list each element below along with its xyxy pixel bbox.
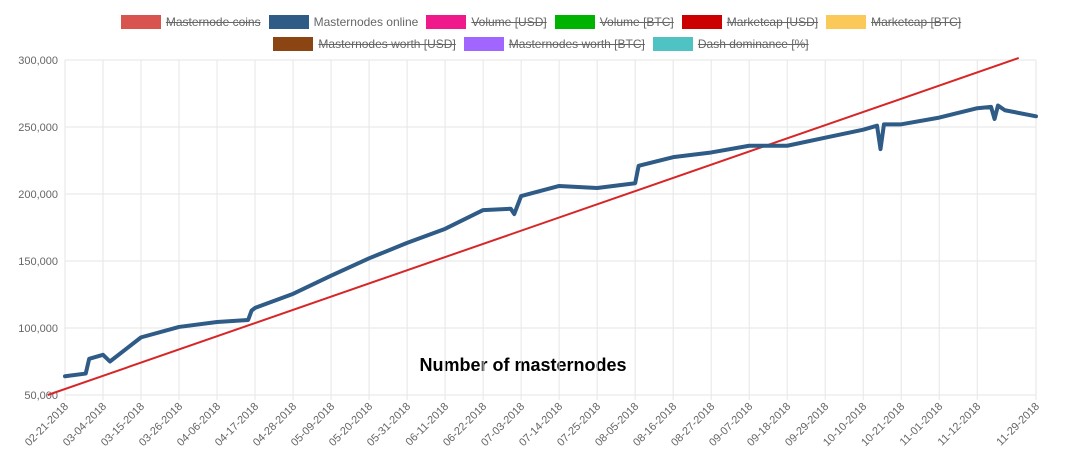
- legend-label: Masternodes online: [313, 15, 419, 29]
- legend-swatch: [273, 37, 314, 51]
- legend-label: Masternode coins: [165, 15, 261, 29]
- legend-item[interactable]: Marketcap [BTC]: [826, 14, 961, 30]
- legend-swatch: [426, 15, 467, 29]
- legend-swatch: [554, 15, 595, 29]
- y-tick-label: 200,000: [18, 189, 58, 201]
- legend-label: Volume [BTC]: [599, 15, 674, 29]
- legend-swatch: [120, 15, 161, 29]
- legend-item[interactable]: Masternode coins: [120, 14, 261, 30]
- legend-label: Marketcap [USD]: [726, 15, 819, 29]
- legend-label: Volume [USD]: [471, 15, 547, 29]
- legend-swatch: [681, 15, 722, 29]
- legend-swatch: [652, 37, 693, 51]
- y-tick-label: 250,000: [18, 122, 58, 134]
- legend-item[interactable]: Dash dominance [%]: [652, 36, 809, 52]
- legend-swatch: [463, 37, 504, 51]
- legend-item[interactable]: Masternodes online: [268, 14, 419, 30]
- legend-item[interactable]: Masternodes worth [BTC]: [463, 36, 645, 52]
- legend-item[interactable]: Volume [BTC]: [554, 14, 674, 30]
- y-tick-label: 300,000: [18, 55, 58, 67]
- legend: Masternode coins Masternodes online Volume…: [41, 14, 1041, 52]
- y-tick-label: 50,000: [24, 390, 58, 402]
- legend-item[interactable]: Marketcap [USD]: [681, 14, 819, 30]
- legend-item[interactable]: Masternodes worth [USD]: [273, 36, 456, 52]
- annotation: Number of masternodes: [419, 355, 626, 375]
- legend-swatch: [826, 15, 867, 29]
- y-tick-label: 100,000: [18, 323, 58, 335]
- legend-label: Masternodes worth [USD]: [318, 37, 456, 51]
- legend-item[interactable]: Volume [USD]: [426, 14, 547, 30]
- grid: [64, 59, 1037, 400]
- legend-label: Dash dominance [%]: [697, 37, 809, 51]
- legend-swatch: [268, 15, 309, 29]
- legend-label: Masternodes worth [BTC]: [508, 37, 645, 51]
- legend-label: Marketcap [BTC]: [871, 15, 962, 29]
- series-line: [63, 103, 1038, 379]
- trend-line: [47, 57, 1020, 396]
- x-tick-label: 11-29-2018: [994, 401, 1042, 449]
- y-tick-label: 150,000: [18, 256, 58, 268]
